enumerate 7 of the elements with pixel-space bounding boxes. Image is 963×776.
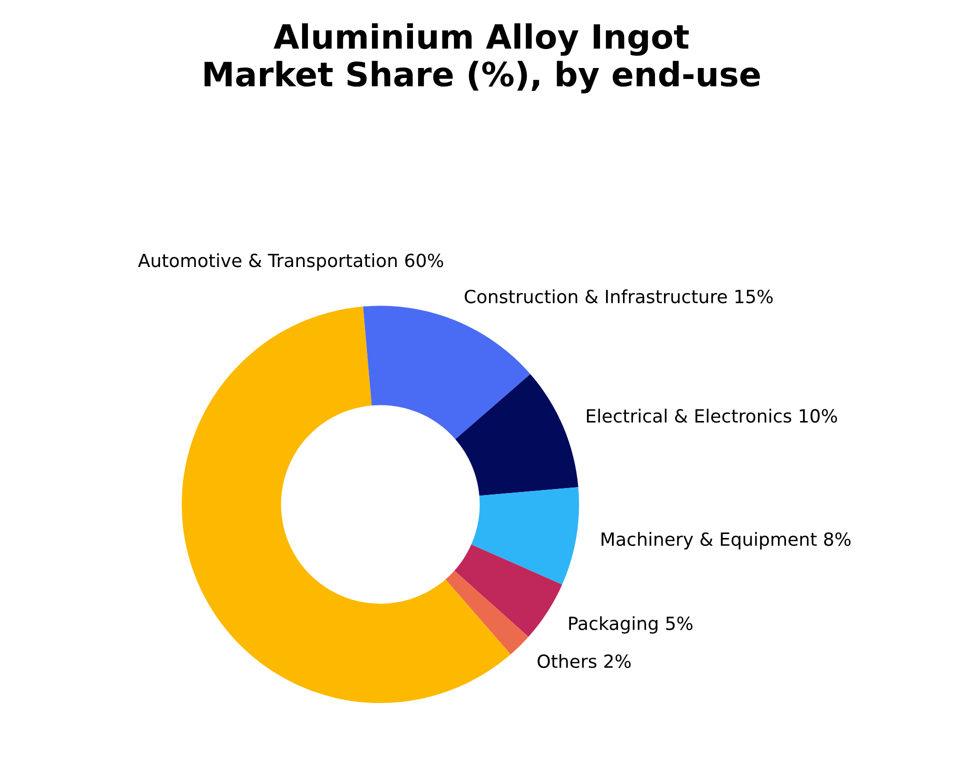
slice-label: Others 2% [538, 654, 631, 668]
slice-label: Electrical & Electronics 10% [586, 408, 838, 423]
slice-label: Automotive & Transportation 60% [138, 253, 444, 271]
slice-label: Machinery & Equipment 8% [602, 532, 851, 550]
slice-label: Packaging 5% [569, 616, 692, 634]
slice-label: Construction & Infrastructure 15% [464, 289, 773, 304]
chart-title: Aluminium Alloy Ingot Market Share (%), by end-use [204, 23, 760, 94]
